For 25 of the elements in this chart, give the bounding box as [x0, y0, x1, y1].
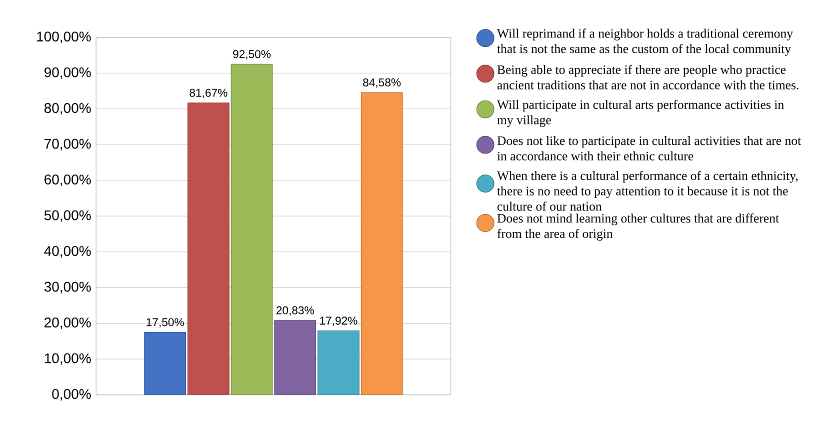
data-label: 81,67% [190, 88, 228, 98]
data-label: 20,83% [276, 306, 314, 316]
data-label: 84,58% [363, 78, 401, 88]
y-tick-label: 90,00% [44, 67, 91, 79]
data-label: 17,92% [320, 316, 358, 326]
legend-label: Will participate in cultural arts performance activities in my village [496, 100, 784, 128]
y-tick-label: 70,00% [44, 138, 91, 150]
y-tick-label: 100,00% [37, 32, 91, 44]
y-tick-label: 80,00% [44, 103, 91, 115]
bar [187, 102, 230, 395]
legend-label: Does not mind learning other cultures that are different from the area of origin [497, 214, 780, 241]
bar [230, 64, 273, 395]
y-tick-label: 0,00% [52, 389, 91, 401]
y-tick-label: 40,00% [44, 246, 91, 258]
legend-label: Will reprimand if a neighbor holds a traditional ceremony that is not the same as the custom of the local community [496, 28, 793, 56]
data-label: 92,50% [233, 50, 271, 60]
y-tick-label: 60,00% [44, 174, 91, 186]
legend-label: Does not like to participate in cultural activities that are not in accordance with their ethnic culture [497, 136, 802, 160]
y-tick-label: 10,00% [44, 353, 91, 365]
data-label: 17,50% [146, 318, 184, 328]
y-tick-label: 50,00% [44, 210, 91, 222]
legend-label: Being able to appreciate if there are people who practice ancient traditions that are not in accordance with the times. [497, 64, 798, 90]
y-tick-label: 30,00% [44, 282, 91, 294]
legend-label: When there is a cultural performance of a certain ethnicity, there is no need to pay attention to it because it is not the culture of our nation [496, 170, 798, 211]
y-tick-label: 20,00% [44, 318, 91, 330]
